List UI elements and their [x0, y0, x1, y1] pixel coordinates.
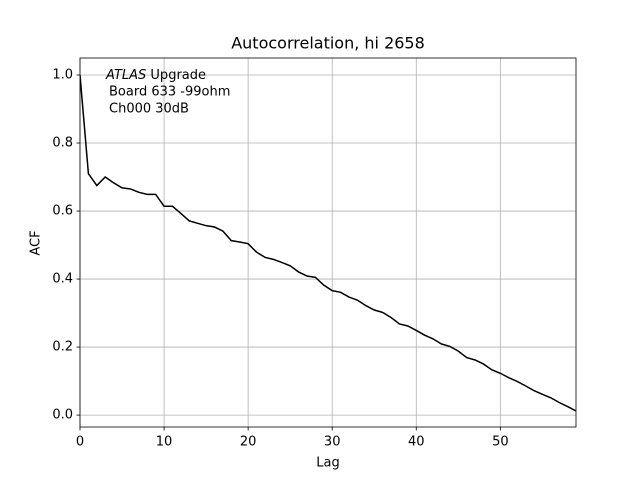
y-tick-label: 0.2 [52, 340, 73, 355]
annotation-text: Upgrade [150, 68, 206, 83]
y-tick-label: 1.0 [52, 68, 73, 83]
x-axis-label: Lag [316, 456, 339, 471]
annotation: Board 633 -99ohm [109, 85, 230, 100]
x-tick-label: 20 [240, 435, 257, 450]
data-line [80, 74, 576, 412]
x-tick-label: 0 [76, 435, 84, 450]
x-tick-label: 50 [492, 435, 509, 450]
y-axis-label: ACF [29, 230, 44, 255]
x-tick-label: 10 [156, 435, 173, 450]
plot-frame [79, 57, 577, 428]
y-tick-label: 0.0 [52, 408, 73, 423]
y-tick-label: 0.6 [52, 204, 73, 219]
x-tick-label: 30 [324, 435, 341, 450]
x-tick-label: 40 [408, 435, 425, 450]
annotation: Ch000 30dB [109, 102, 189, 117]
annotation-emphasis: ATLAS [105, 68, 146, 83]
chart-title: Autocorrelation, hi 2658 [231, 34, 425, 53]
y-tick-label: 0.4 [52, 272, 73, 287]
annotation: ATLAS Upgrade [105, 68, 206, 83]
y-tick-label: 0.8 [52, 136, 73, 151]
